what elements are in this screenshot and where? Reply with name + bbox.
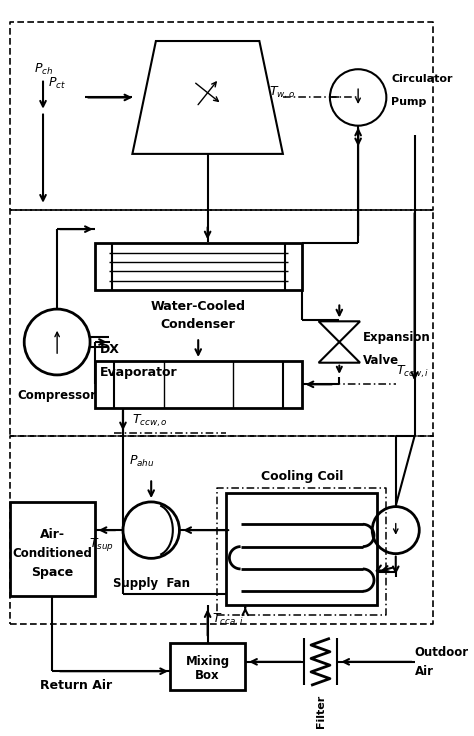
Text: Supply  Fan: Supply Fan <box>113 577 190 590</box>
Text: Air-: Air- <box>40 528 65 542</box>
Text: Valve: Valve <box>363 354 399 367</box>
Text: $T_{sup}$: $T_{sup}$ <box>89 536 114 553</box>
Bar <box>227 492 377 606</box>
Text: Space: Space <box>31 566 73 579</box>
Text: Condenser: Condenser <box>161 319 236 331</box>
Bar <box>95 361 301 408</box>
Text: $T_{ccw,i}$: $T_{ccw,i}$ <box>396 364 429 380</box>
Text: Filter: Filter <box>316 695 326 728</box>
Bar <box>95 244 301 290</box>
Text: Expansion: Expansion <box>363 330 430 344</box>
Text: Pump: Pump <box>391 97 427 107</box>
Text: Compressor: Compressor <box>18 389 97 402</box>
Text: $P_{ahu}$: $P_{ahu}$ <box>129 454 155 469</box>
Text: Cooling Coil: Cooling Coil <box>261 470 343 483</box>
Bar <box>170 643 245 690</box>
Text: $T_{cca,i}$: $T_{cca,i}$ <box>212 612 244 628</box>
Text: Evaporator: Evaporator <box>100 366 177 378</box>
Text: Return Air: Return Air <box>40 679 112 692</box>
Text: Conditioned: Conditioned <box>12 547 92 560</box>
Text: $P_{ct}$: $P_{ct}$ <box>48 76 66 91</box>
Text: Mixing: Mixing <box>185 655 230 668</box>
Text: Water-Cooled: Water-Cooled <box>151 300 246 313</box>
Text: Box: Box <box>195 670 220 682</box>
Bar <box>10 502 95 596</box>
Text: Circulator: Circulator <box>391 74 453 84</box>
Text: DX: DX <box>100 343 119 356</box>
Text: $T_{w,o}$: $T_{w,o}$ <box>269 85 295 101</box>
Text: $T_{ccw,o}$: $T_{ccw,o}$ <box>132 412 168 428</box>
Text: Air: Air <box>415 665 434 678</box>
Text: Outdoor: Outdoor <box>415 646 469 659</box>
Text: $P_{ch}$: $P_{ch}$ <box>34 62 53 77</box>
